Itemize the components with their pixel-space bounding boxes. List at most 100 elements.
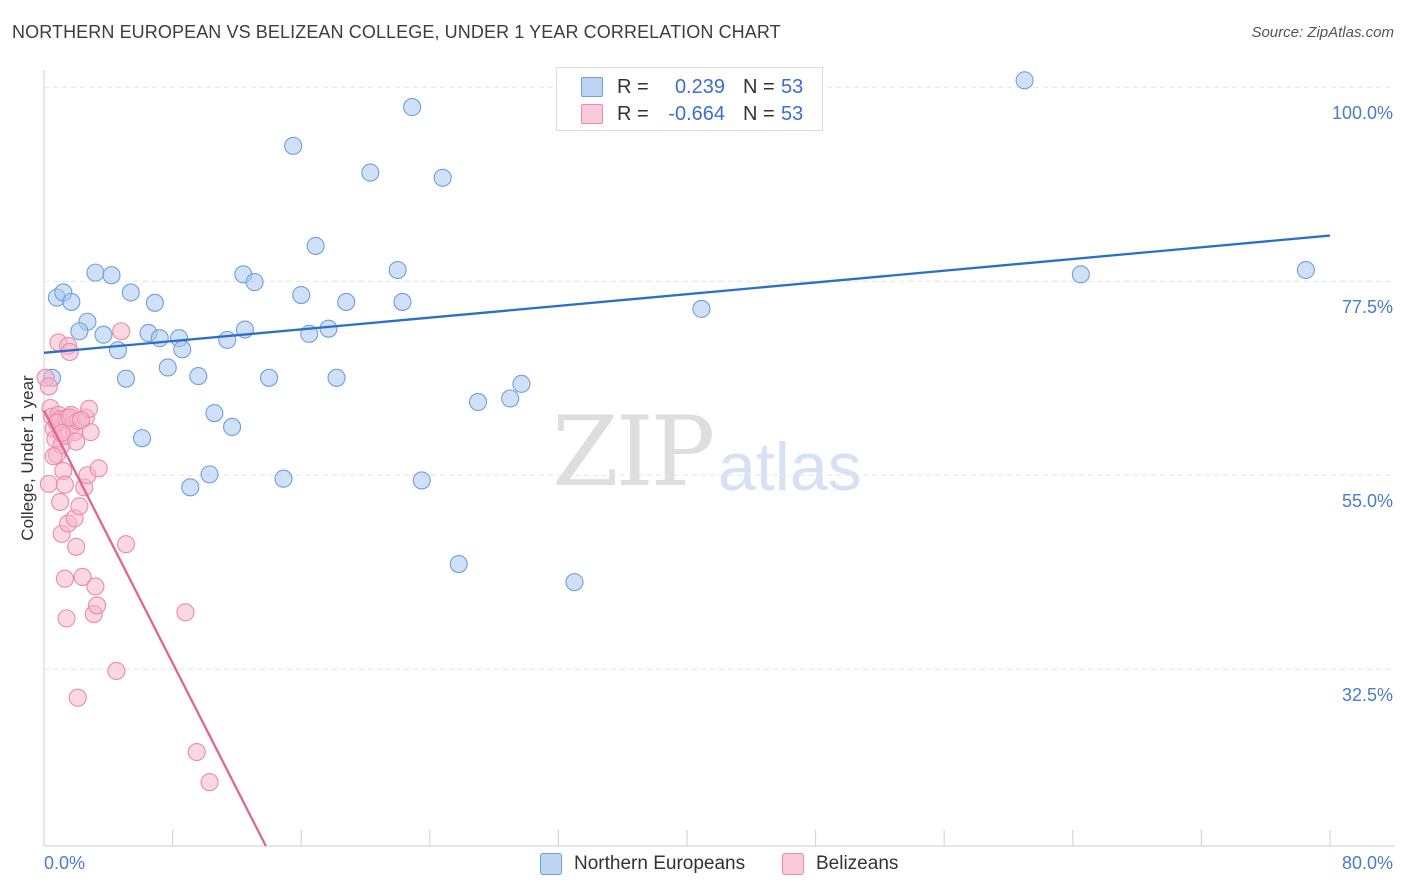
northern-europeans-point [274,469,293,488]
belizeans-point [200,773,219,792]
belizeans-point [51,492,70,512]
bottom-legend-belizean-label: Belizeans [816,853,899,874]
northern-europeans-point [403,98,422,117]
northern-europeans-point [158,358,177,377]
northern-europeans-point [1071,265,1090,284]
legend-n-label: N = [743,102,775,125]
belizeans-point [39,377,58,396]
northern-europeans-point [173,340,192,359]
belizeans-point [112,322,131,341]
northern-europeans-point [433,168,452,187]
bottom-legend-belizean: Belizeans [782,852,898,876]
watermark-atlas: atlas [718,429,862,505]
x-tick-label: 80.0% [1342,853,1393,873]
axis-labels: 32.5% 55.0% 77.5% 100.0% 0.0% 80.0% College, U… [18,103,1393,873]
belizeans-trendline [42,410,267,847]
belizeans-point [81,423,100,442]
x-tick-label: 0.0% [44,853,85,873]
bottom-legend-northern-label: Northern Europeans [574,853,746,874]
legend-swatch-blue [581,77,603,97]
northern-europeans-point [94,325,113,344]
northern-europeans-point [327,368,346,387]
northern-europeans-point [292,285,311,305]
northern-europeans-point [121,283,140,302]
belizeans-point [87,596,107,615]
northern-europeans-point [412,471,431,490]
northern-europeans-point [133,429,152,448]
northern-europeans-point [245,273,264,292]
belizeans-point [176,603,195,622]
y-axis-label: College, Under 1 year [18,375,37,541]
belizeans-point [107,661,126,681]
northern-europeans-point [181,478,200,497]
belizeans-point [86,577,105,596]
northern-europeans-point [102,266,121,285]
bottom-swatch-blue [540,853,562,875]
belizeans-points [36,322,219,792]
belizeans-point [116,535,136,554]
correlation-legend: R = 0.239 N = 53 R = -0.664 N = 53 [556,67,823,131]
northern-europeans-point [512,374,531,393]
chart-title: NORTHERN EUROPEAN VS BELIZEAN COLLEGE, U… [12,22,781,42]
northern-europeans-point [62,292,81,311]
northern-europeans-points [42,71,1315,592]
belizeans-point [57,609,76,628]
belizeans-point [187,742,206,762]
belizeans-point [55,475,74,494]
northern-europeans-point [200,465,219,484]
northern-europeans-point [1015,71,1034,90]
legend-n-value: 53 [781,102,804,125]
northern-europeans-point [284,136,303,155]
northern-europeans-point [108,341,127,360]
legend-row-belizean: R = -0.664 N = 53 [581,101,803,127]
northern-europeans-point [70,322,89,341]
belizeans-point [39,474,58,493]
belizeans-point [70,497,89,516]
northern-europeans-point [1296,260,1315,280]
belizeans-point [68,688,87,707]
legend-r-value: 0.239 [674,75,725,98]
source-label: Source: ZipAtlas.com [1251,24,1394,41]
y-tick-label: 77.5% [1342,297,1393,317]
northern-europeans-trendline [43,234,1331,354]
legend-n-label: N = [743,75,775,98]
northern-europeans-point [86,263,105,282]
northern-europeans-point [468,392,488,412]
northern-europeans-point [337,292,356,311]
legend-swatch-pink [581,104,603,124]
northern-europeans-point [565,573,584,592]
legend-r-label: R = [617,102,649,125]
watermark-zip: ZIP [552,396,715,508]
axes [43,70,1394,847]
belizeans-point [67,432,86,451]
legend-r-label: R = [617,75,649,98]
belizeans-point [89,459,108,478]
northern-europeans-point [501,389,520,408]
belizeans-point [71,411,91,430]
northern-europeans-point [116,369,136,388]
northern-europeans-point [150,329,169,348]
belizeans-point [44,447,63,466]
northern-europeans-point [306,236,325,255]
y-tick-label: 55.0% [1342,491,1393,511]
northern-europeans-point [223,417,242,437]
legend-r-value: -0.664 [668,102,725,125]
belizeans-point [67,537,86,556]
legend-row-northern: R = 0.239 N = 53 [581,74,803,100]
northern-europeans-point [692,299,711,318]
belizeans-point [55,569,74,588]
gridlines [44,86,1394,670]
northern-europeans-point [449,555,468,574]
y-tick-label: 32.5% [1342,685,1393,705]
northern-europeans-point [259,368,279,387]
bottom-swatch-pink [782,853,804,875]
belizeans-point [73,567,92,587]
northern-europeans-point [189,367,208,386]
trend-lines [42,234,1331,847]
y-tick-label: 100.0% [1332,103,1393,123]
legend-n-value: 53 [781,75,804,98]
northern-europeans-point [205,404,224,423]
northern-europeans-point [393,292,412,311]
northern-europeans-point [388,260,407,280]
